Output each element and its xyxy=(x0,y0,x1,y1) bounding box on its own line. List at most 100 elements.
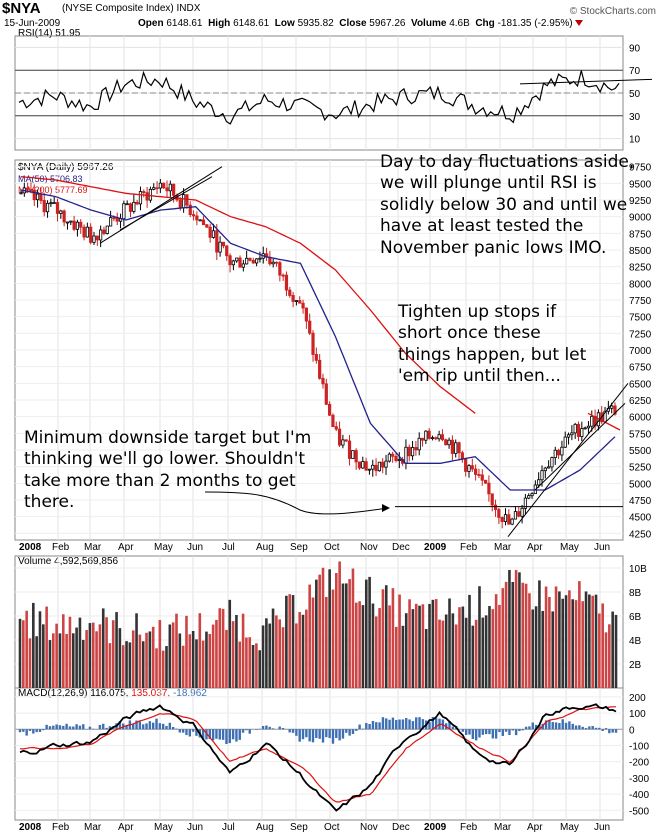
macd-hist-bar xyxy=(351,729,355,734)
candle-body xyxy=(19,192,23,195)
price-label: $NYA (Daily) 5967.26 xyxy=(18,162,114,173)
candle-body xyxy=(195,215,199,221)
macd-hist-bar xyxy=(551,722,554,730)
candle-body xyxy=(125,203,129,206)
candle-body xyxy=(424,430,428,441)
macd-signal-value: 135.037, xyxy=(131,688,171,699)
month-label-may: May xyxy=(154,822,173,833)
macd-hist-bar xyxy=(355,729,358,731)
volume-bar xyxy=(444,614,448,688)
macd-hist-bar xyxy=(165,726,168,730)
price-ytick-6250: 6250 xyxy=(629,396,652,407)
volume-bar xyxy=(474,619,478,688)
target-arrow-line xyxy=(204,491,389,515)
macd-hist-bar xyxy=(72,726,75,730)
volume-bar xyxy=(251,644,255,688)
rsi-ytick-10: 10 xyxy=(629,135,641,146)
macd-hist-bar xyxy=(471,729,475,740)
macd-hist-bar xyxy=(158,723,162,730)
candle-body xyxy=(231,260,235,266)
candle-body xyxy=(314,354,318,361)
macd-hist-bar xyxy=(138,721,142,730)
candle-body xyxy=(324,383,328,405)
high-label: High xyxy=(208,18,231,29)
high-value: 6148.61 xyxy=(233,18,270,29)
low-label: Low xyxy=(274,18,295,29)
volume-bar xyxy=(498,604,501,688)
candle-body xyxy=(298,300,302,304)
volume-bar xyxy=(348,579,351,688)
volume-bar xyxy=(225,629,228,688)
volume-bar xyxy=(61,614,65,688)
candle-body xyxy=(547,466,551,469)
month-label-mar: Mar xyxy=(494,822,512,833)
macd-hist-bar xyxy=(281,727,285,730)
price-ytick-9000: 9000 xyxy=(629,213,652,224)
volume-bar xyxy=(411,609,415,688)
macd-hist-bar xyxy=(55,724,58,730)
macd-hist-bar xyxy=(208,729,211,739)
macd-hist-bar xyxy=(518,729,521,732)
candle-body xyxy=(384,460,388,468)
macd-signal-line xyxy=(19,706,616,803)
macd-hist-bar xyxy=(35,729,38,733)
macd-hist-bar xyxy=(161,723,165,730)
macd-hist-bar xyxy=(548,719,551,730)
volume-bar xyxy=(564,595,568,688)
macd-hist-bar xyxy=(405,718,408,730)
macd-hist-bar xyxy=(112,727,115,730)
candle-body xyxy=(610,405,614,409)
volume-bar xyxy=(168,624,172,688)
volume-bar xyxy=(268,623,272,688)
candle-body xyxy=(238,257,242,268)
macd-hist-bar xyxy=(218,729,221,740)
candle-body xyxy=(507,514,511,525)
month-label-feb: Feb xyxy=(52,822,70,833)
macd-hist-bar xyxy=(268,726,271,730)
macd-hist-bar xyxy=(598,727,601,730)
candle-body xyxy=(351,450,355,459)
candle-body xyxy=(122,203,126,220)
macd-hist-bar xyxy=(504,729,508,732)
volume-bar xyxy=(111,620,115,688)
candle-body xyxy=(318,359,322,379)
volume-bar xyxy=(361,605,365,688)
candle-body xyxy=(105,225,109,234)
macd-hist-bar xyxy=(574,725,578,730)
price-ytick-9250: 9250 xyxy=(629,196,652,207)
candle-body xyxy=(334,426,338,430)
volume-bar xyxy=(394,626,398,688)
candle-body xyxy=(573,423,577,434)
macd-hist-bar xyxy=(591,726,594,730)
candle-body xyxy=(483,479,488,484)
volume-bar xyxy=(201,640,205,688)
month-label-feb: Feb xyxy=(460,822,478,833)
volume-bar xyxy=(238,641,242,688)
volume-bar xyxy=(458,607,461,688)
volume-bar xyxy=(538,580,541,688)
macd-hist-bar xyxy=(578,725,581,730)
candle-body xyxy=(225,245,229,257)
volume-bar xyxy=(191,630,195,688)
candle-body xyxy=(394,455,398,461)
month-label-may: May xyxy=(560,542,579,553)
volume-bar xyxy=(371,603,375,688)
volume-bar xyxy=(265,618,268,688)
rsi-label: RSI(14) 51.95 xyxy=(18,28,81,39)
volume-bar xyxy=(18,618,22,688)
candle-body xyxy=(211,230,216,238)
macd-hist-bar xyxy=(474,729,478,741)
price-ytick-8750: 8750 xyxy=(629,229,652,240)
volume-bar xyxy=(491,609,495,688)
macd-ytick--400: -400 xyxy=(629,790,649,801)
macd-hist-bar xyxy=(108,726,112,730)
volume-bar xyxy=(328,569,331,688)
volume-bar xyxy=(95,631,98,688)
macd-hist-bar xyxy=(171,726,175,730)
candle-body xyxy=(586,425,591,429)
candle-body xyxy=(49,202,53,205)
volume-bar xyxy=(81,639,85,688)
candle-body xyxy=(69,220,73,223)
candle-body xyxy=(517,511,521,517)
